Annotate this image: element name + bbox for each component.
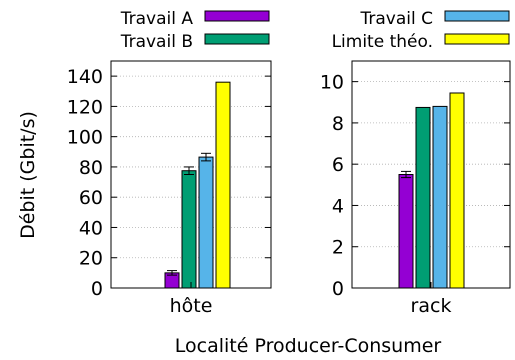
y-tick-label-hote-80: 80 xyxy=(79,157,103,179)
bar-rack-limite-theo xyxy=(449,92,465,289)
error-bar-hote-travail-b xyxy=(184,166,194,175)
bar-hote-travail-b xyxy=(181,170,197,289)
panel-rack: 0 2 4 6 8 10 rack xyxy=(320,60,511,317)
legend-swatch-travail-c xyxy=(444,10,510,22)
bar-hote-travail-c xyxy=(198,156,214,289)
y-tick-label-rack-10: 10 xyxy=(320,72,344,94)
bar-rack-travail-a xyxy=(398,174,414,289)
y-tick-label-hote-120: 120 xyxy=(67,96,103,118)
legend-swatch-limite-theo xyxy=(444,33,510,45)
y-axis-title: Débit (Gbit/s) xyxy=(17,111,39,239)
error-bar-hote-travail-c xyxy=(201,152,211,162)
y-tick-label-hote-20: 20 xyxy=(79,248,103,270)
plot-frame-rack xyxy=(351,60,511,289)
y-tick-label-rack-4: 4 xyxy=(332,195,344,217)
category-label-hote: hôte xyxy=(170,295,213,317)
error-bar-rack-travail-a xyxy=(401,170,411,179)
error-bar-hote-travail-a xyxy=(167,270,177,276)
panel-hote: 0 20 40 60 80 100 120 140 hôte xyxy=(67,60,272,317)
y-tick-label-rack-8: 8 xyxy=(332,113,344,135)
legend: Travail A Travail B Travail C Limite thé… xyxy=(120,9,510,52)
y-tick-label-rack-6: 6 xyxy=(332,154,344,176)
legend-label-limite-theo: Limite théo. xyxy=(332,32,433,52)
y-tick-label-hote-140: 140 xyxy=(67,66,103,88)
legend-label-travail-a: Travail A xyxy=(120,9,194,29)
x-axis-title: Localité Producer-Consumer xyxy=(175,335,442,357)
y-tick-label-hote-100: 100 xyxy=(67,127,103,149)
category-label-rack: rack xyxy=(411,295,452,317)
legend-swatch-travail-a xyxy=(204,10,270,22)
y-tick-label-hote-0: 0 xyxy=(91,278,103,300)
bar-hote-limite-theo xyxy=(215,81,231,289)
y-tick-label-hote-40: 40 xyxy=(79,217,103,239)
y-tick-label-hote-60: 60 xyxy=(79,187,103,209)
legend-swatch-travail-b xyxy=(204,33,270,45)
legend-label-travail-c: Travail C xyxy=(360,9,434,29)
bar-rack-travail-c xyxy=(432,105,448,289)
y-tick-label-rack-0: 0 xyxy=(332,278,344,300)
bar-rack-travail-b xyxy=(415,106,431,289)
y-tick-label-rack-2: 2 xyxy=(332,237,344,259)
legend-label-travail-b: Travail B xyxy=(120,32,193,52)
